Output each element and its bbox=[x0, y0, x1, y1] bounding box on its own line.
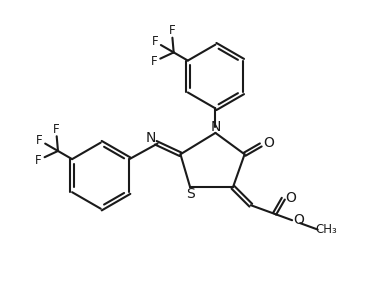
Text: F: F bbox=[152, 35, 158, 48]
Text: F: F bbox=[53, 123, 60, 136]
Text: N: N bbox=[146, 131, 156, 145]
Text: F: F bbox=[35, 154, 42, 167]
Text: O: O bbox=[293, 213, 304, 227]
Text: N: N bbox=[210, 120, 221, 134]
Text: O: O bbox=[263, 136, 274, 150]
Text: F: F bbox=[169, 24, 175, 37]
Text: F: F bbox=[36, 134, 42, 146]
Text: S: S bbox=[186, 187, 194, 201]
Text: F: F bbox=[151, 55, 157, 68]
Text: O: O bbox=[285, 191, 296, 205]
Text: CH₃: CH₃ bbox=[315, 223, 337, 236]
